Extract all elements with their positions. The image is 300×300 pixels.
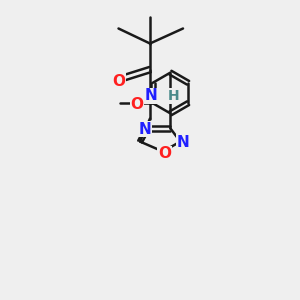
Text: O: O [112, 74, 125, 88]
Text: N: N [176, 135, 189, 150]
Text: N: N [145, 88, 157, 104]
Text: H: H [167, 89, 179, 103]
Text: N: N [138, 122, 151, 136]
Text: O: O [158, 146, 171, 161]
Text: O: O [130, 97, 144, 112]
